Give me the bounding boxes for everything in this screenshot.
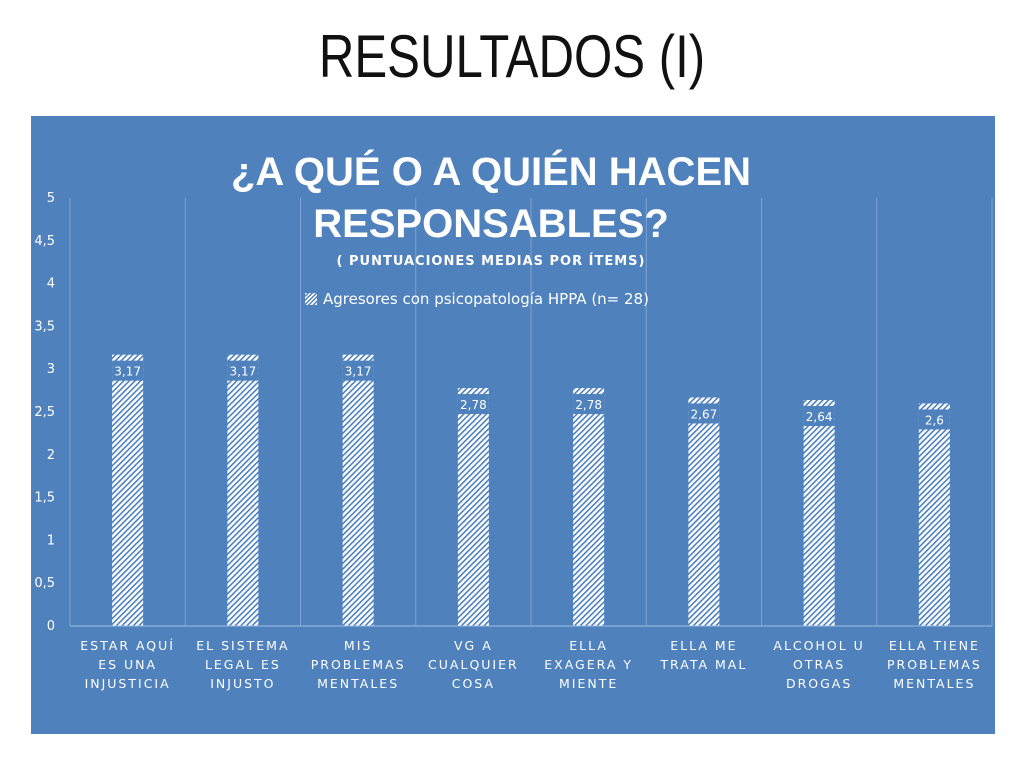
x-tick-label: EL SISTEMA LEGAL ES INJUSTO: [196, 638, 289, 691]
legend-label: Agresores con psicopatología HPPA (n= 28…: [323, 290, 649, 308]
data-label: 2,67: [691, 407, 718, 421]
y-tick-label: 1,5: [34, 491, 55, 506]
x-tick-label: ALCOHOL U OTRAS DROGAS: [773, 638, 864, 691]
data-label: 3,17: [114, 365, 141, 379]
data-label-box: [573, 394, 605, 415]
bar: [342, 354, 374, 626]
bar: [573, 388, 605, 626]
x-tick-label: ESTAR AQUÍ ES UNA INJUSTICIA: [80, 638, 175, 691]
x-tick-label: VG A CUALQUIER COSA: [428, 638, 519, 691]
data-label: 2,78: [575, 398, 602, 412]
y-tick-label: 3: [47, 362, 55, 377]
y-tick-label: 4: [47, 277, 55, 292]
y-tick-label: 5: [47, 191, 55, 206]
data-label: 3,17: [230, 365, 257, 379]
x-tick-label: ELLA EXAGERA Y MIENTE: [544, 638, 633, 691]
y-tick-label: 0,5: [34, 576, 55, 591]
data-label-box: [457, 394, 489, 415]
data-label-box: [918, 409, 950, 430]
bar: [457, 388, 489, 626]
chart-subtitle: ( PUNTUACIONES MEDIAS POR ÍTEMS): [336, 254, 646, 269]
bar: [803, 400, 835, 626]
chart-panel: 3,17 3,17 3,17 2,78 2,78 2,67 2,64 2,6 0 0,5 1 1,5…: [31, 116, 995, 734]
slide-title: RESULTADOS (I): [318, 23, 706, 90]
data-label-box: [803, 406, 835, 427]
data-label: 2,64: [806, 410, 833, 424]
data-label-box: [112, 360, 144, 381]
data-label-box: [342, 360, 374, 381]
y-tick-label: 4,5: [34, 234, 55, 249]
chart-title: ¿A QUÉ O A QUIÉN HACEN RESPONSABLES?: [230, 150, 752, 246]
x-tick-label: ELLA ME TRATA MAL: [659, 638, 747, 672]
y-tick-label: 3,5: [34, 319, 55, 334]
bar: [112, 354, 144, 626]
bar-chart: 3,17 3,17 3,17 2,78 2,78 2,67 2,64 2,6 0 0,5 1 1,5…: [34, 191, 993, 691]
y-tick-label: 1: [47, 533, 55, 548]
legend-swatch: [305, 293, 317, 305]
x-tick-label: MIS PROBLEMAS MENTALES: [311, 638, 406, 691]
y-tick-label: 0: [47, 619, 55, 634]
bar: [227, 354, 259, 626]
x-tick-label: ELLA TIENE PROBLEMAS MENTALES: [887, 638, 982, 691]
data-label-box: [227, 360, 259, 381]
bar: [688, 397, 720, 626]
chart-legend: Agresores con psicopatología HPPA (n= 28…: [305, 290, 649, 308]
data-label-box: [688, 403, 720, 424]
y-tick-label: 2,5: [34, 405, 55, 420]
bar: [918, 403, 950, 626]
y-tick-label: 2: [47, 448, 55, 463]
data-label: 2,6: [925, 413, 944, 427]
data-label: 2,78: [460, 398, 487, 412]
data-label: 3,17: [345, 365, 372, 379]
